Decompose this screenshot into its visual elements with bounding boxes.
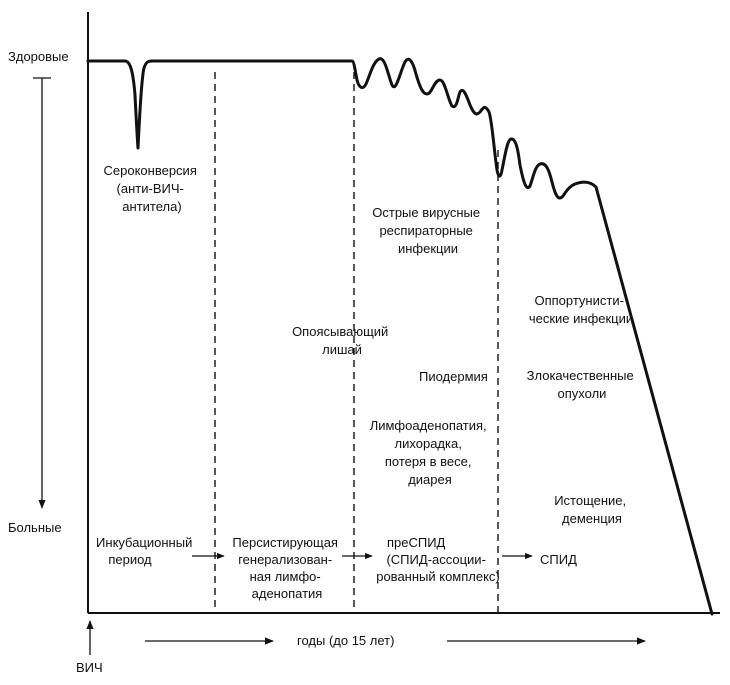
persistent-lymphadenopathy-stage-label: Персистирующая генерализован- ная лимфо-… [232, 535, 341, 601]
hiv-label: ВИЧ [76, 660, 103, 675]
presaids-stage-label: преСПИД (СПИД-ассоции- рованный комплекс… [376, 535, 500, 584]
aids-stage-label: СПИД [540, 552, 577, 567]
tumors-label: Злокачественные опухоли [527, 368, 638, 401]
seroconversion-label: Сероконверсия (анти-ВИЧ- антитела) [104, 163, 201, 214]
years-label: годы (до 15 лет) [297, 633, 394, 648]
incubation-stage-label: Инкубационный период [96, 535, 196, 567]
opportunistic-label: Оппортунисти- ческие инфекции [529, 293, 633, 326]
ari-label: Острые вирусные респираторные инфекции [372, 205, 483, 256]
healthy-label: Здоровые [8, 49, 69, 64]
exhaustion-label: Истощение, деменция [554, 493, 630, 526]
lymphadenopathy-label: Лимфоаденопатия, лихорадка, потеря в вес… [370, 418, 491, 487]
pyoderma-label: Пиодермия [419, 369, 488, 384]
zoster-label: Опоясывающий лишай [292, 324, 392, 357]
health-curve [86, 57, 714, 616]
sick-label: Больные [8, 520, 62, 535]
